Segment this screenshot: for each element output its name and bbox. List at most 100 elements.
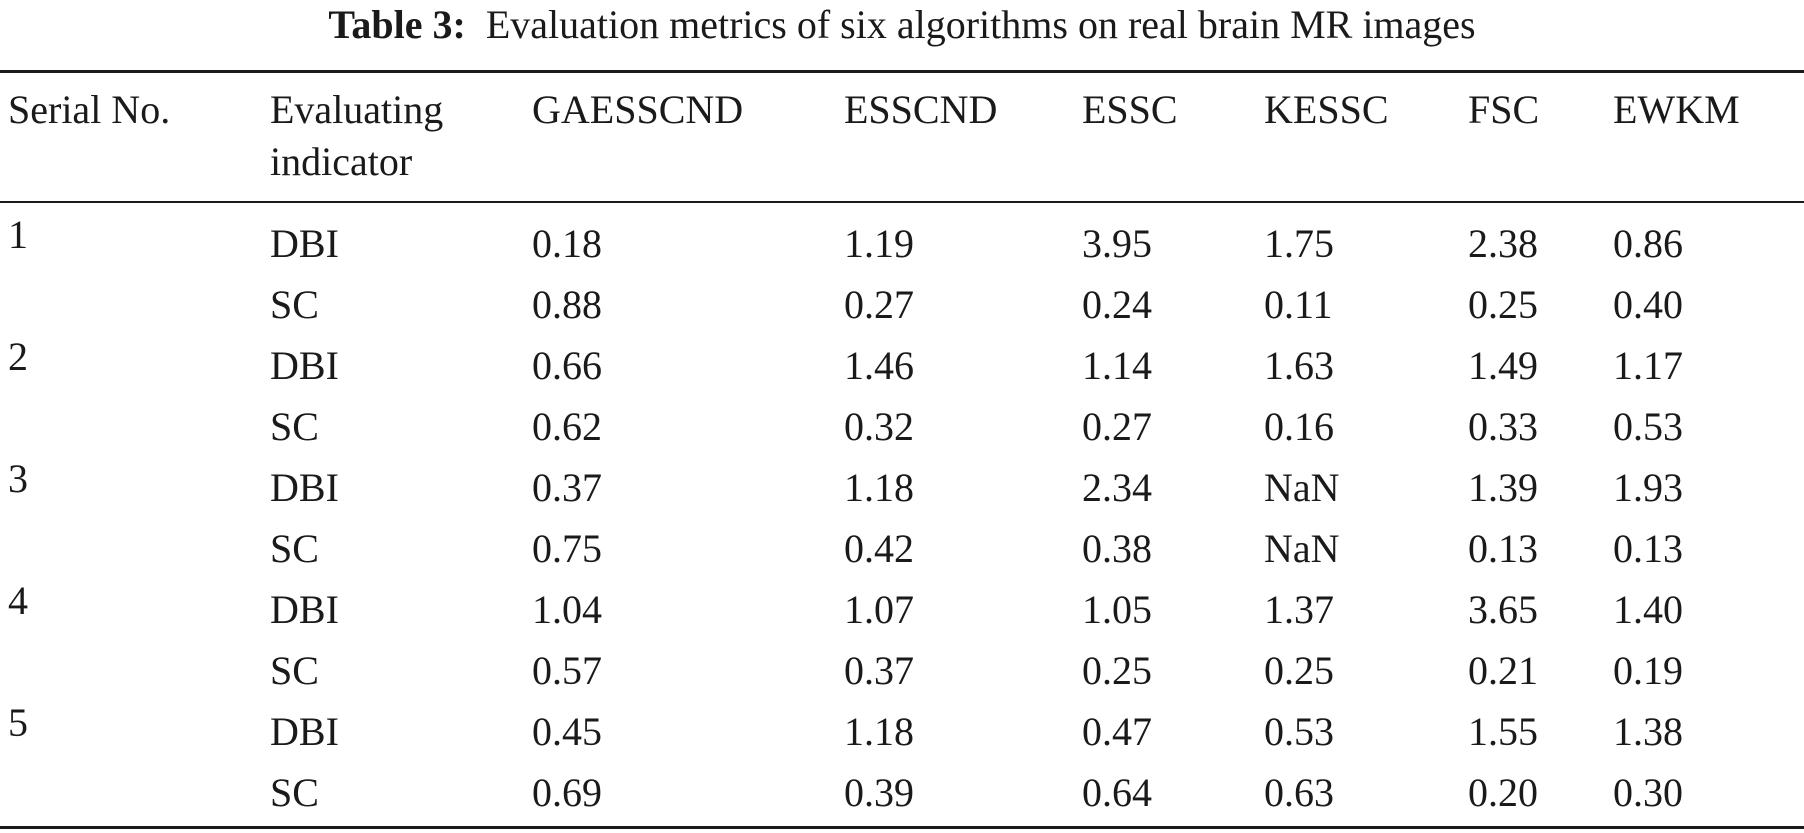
esscnd-cell: 1.19 (844, 221, 914, 266)
kessc-cell: 1.63 (1264, 343, 1334, 388)
indicator-cell: DBI (270, 343, 339, 388)
fsc-cell: 1.49 (1468, 343, 1538, 388)
header-evaluating-line2: indicator (270, 139, 413, 184)
esscnd-cell: 0.42 (844, 526, 914, 571)
fsc-cell: 0.13 (1468, 526, 1538, 571)
table-row: 2 DBI 0.66 1.46 1.14 1.63 1.49 1.17 (0, 334, 1804, 396)
indicator-cell: SC (270, 282, 319, 327)
indicator-cell: DBI (270, 709, 339, 754)
table-caption-text: Evaluation metrics of six algorithms on … (485, 2, 1476, 47)
kessc-cell: NaN (1264, 465, 1340, 510)
table-row: SC 0.88 0.27 0.24 0.11 0.25 0.40 (0, 274, 1804, 335)
gaesscnd-cell: 0.66 (532, 343, 602, 388)
kessc-cell: 0.16 (1264, 404, 1334, 449)
header-esscnd: ESSCND (844, 87, 998, 132)
esscnd-cell: 1.18 (844, 709, 914, 754)
gaesscnd-cell: 0.37 (532, 465, 602, 510)
essc-cell: 0.25 (1082, 648, 1152, 693)
serial-no-cell: 2 (8, 334, 28, 379)
indicator-cell: SC (270, 648, 319, 693)
essc-cell: 0.38 (1082, 526, 1152, 571)
gaesscnd-cell: 0.88 (532, 282, 602, 327)
gaesscnd-cell: 0.69 (532, 770, 602, 815)
fsc-cell: 0.33 (1468, 404, 1538, 449)
header-gaesscnd: GAESSCND (532, 87, 744, 132)
serial-no-cell: 5 (8, 700, 28, 745)
esscnd-cell: 0.32 (844, 404, 914, 449)
esscnd-cell: 1.18 (844, 465, 914, 510)
essc-cell: 3.95 (1082, 221, 1152, 266)
serial-no-cell: 1 (8, 212, 28, 257)
kessc-cell: 0.25 (1264, 648, 1334, 693)
table-row: SC 0.69 0.39 0.64 0.63 0.20 0.30 (0, 762, 1804, 823)
serial-no-cell: 4 (8, 578, 28, 623)
table-bottom-rule (0, 826, 1804, 829)
indicator-cell: SC (270, 770, 319, 815)
kessc-cell: 0.63 (1264, 770, 1334, 815)
header-kessc: KESSC (1264, 87, 1389, 132)
header-serial-no: Serial No. (8, 87, 171, 132)
table-row: 4 DBI 1.04 1.07 1.05 1.37 3.65 1.40 (0, 578, 1804, 640)
essc-cell: 0.47 (1082, 709, 1152, 754)
fsc-cell: 0.25 (1468, 282, 1538, 327)
ewkm-cell: 1.40 (1613, 587, 1683, 632)
essc-cell: 1.14 (1082, 343, 1152, 388)
indicator-cell: DBI (270, 587, 339, 632)
kessc-cell: 1.75 (1264, 221, 1334, 266)
kessc-cell: 0.11 (1264, 282, 1333, 327)
esscnd-cell: 1.46 (844, 343, 914, 388)
header-fsc: FSC (1468, 87, 1540, 132)
table-top-rule (0, 70, 1804, 73)
essc-cell: 0.64 (1082, 770, 1152, 815)
essc-cell: 0.27 (1082, 404, 1152, 449)
essc-cell: 0.24 (1082, 282, 1152, 327)
serial-no-cell: 3 (8, 456, 28, 501)
ewkm-cell: 0.40 (1613, 282, 1683, 327)
ewkm-cell: 0.86 (1613, 221, 1683, 266)
fsc-cell: 2.38 (1468, 221, 1538, 266)
fsc-cell: 0.20 (1468, 770, 1538, 815)
gaesscnd-cell: 0.75 (532, 526, 602, 571)
gaesscnd-cell: 1.04 (532, 587, 602, 632)
gaesscnd-cell: 0.57 (532, 648, 602, 693)
table-header-rule (0, 201, 1804, 203)
ewkm-cell: 1.17 (1613, 343, 1683, 388)
table-caption: Table 3: Evaluation metrics of six algor… (0, 0, 1804, 58)
ewkm-cell: 1.38 (1613, 709, 1683, 754)
header-essc: ESSC (1082, 87, 1178, 132)
esscnd-cell: 0.37 (844, 648, 914, 693)
gaesscnd-cell: 0.18 (532, 221, 602, 266)
fsc-cell: 3.65 (1468, 587, 1538, 632)
kessc-cell: 0.53 (1264, 709, 1334, 754)
fsc-cell: 1.39 (1468, 465, 1538, 510)
ewkm-cell: 0.53 (1613, 404, 1683, 449)
esscnd-cell: 0.39 (844, 770, 914, 815)
table-caption-label: Table 3: (328, 2, 466, 47)
table-row: SC 0.75 0.42 0.38 NaN 0.13 0.13 (0, 518, 1804, 579)
header-evaluating-indicator: Evaluating indicator (270, 84, 443, 188)
ewkm-cell: 1.93 (1613, 465, 1683, 510)
gaesscnd-cell: 0.62 (532, 404, 602, 449)
table-row: 3 DBI 0.37 1.18 2.34 NaN 1.39 1.93 (0, 456, 1804, 518)
header-ewkm: EWKM (1613, 87, 1740, 132)
fsc-cell: 1.55 (1468, 709, 1538, 754)
esscnd-cell: 1.07 (844, 587, 914, 632)
ewkm-cell: 0.19 (1613, 648, 1683, 693)
gaesscnd-cell: 0.45 (532, 709, 602, 754)
header-evaluating-line1: Evaluating (270, 87, 444, 132)
indicator-cell: DBI (270, 465, 339, 510)
essc-cell: 2.34 (1082, 465, 1152, 510)
table-row: SC 0.57 0.37 0.25 0.25 0.21 0.19 (0, 640, 1804, 701)
table-row: 5 DBI 0.45 1.18 0.47 0.53 1.55 1.38 (0, 700, 1804, 762)
indicator-cell: DBI (270, 221, 339, 266)
ewkm-cell: 0.13 (1613, 526, 1683, 571)
fsc-cell: 0.21 (1468, 648, 1538, 693)
indicator-cell: SC (270, 404, 319, 449)
table-row: 1 DBI 0.18 1.19 3.95 1.75 2.38 0.86 (0, 212, 1804, 274)
essc-cell: 1.05 (1082, 587, 1152, 632)
kessc-cell: NaN (1264, 526, 1340, 571)
kessc-cell: 1.37 (1264, 587, 1334, 632)
indicator-cell: SC (270, 526, 319, 571)
ewkm-cell: 0.30 (1613, 770, 1683, 815)
esscnd-cell: 0.27 (844, 282, 914, 327)
